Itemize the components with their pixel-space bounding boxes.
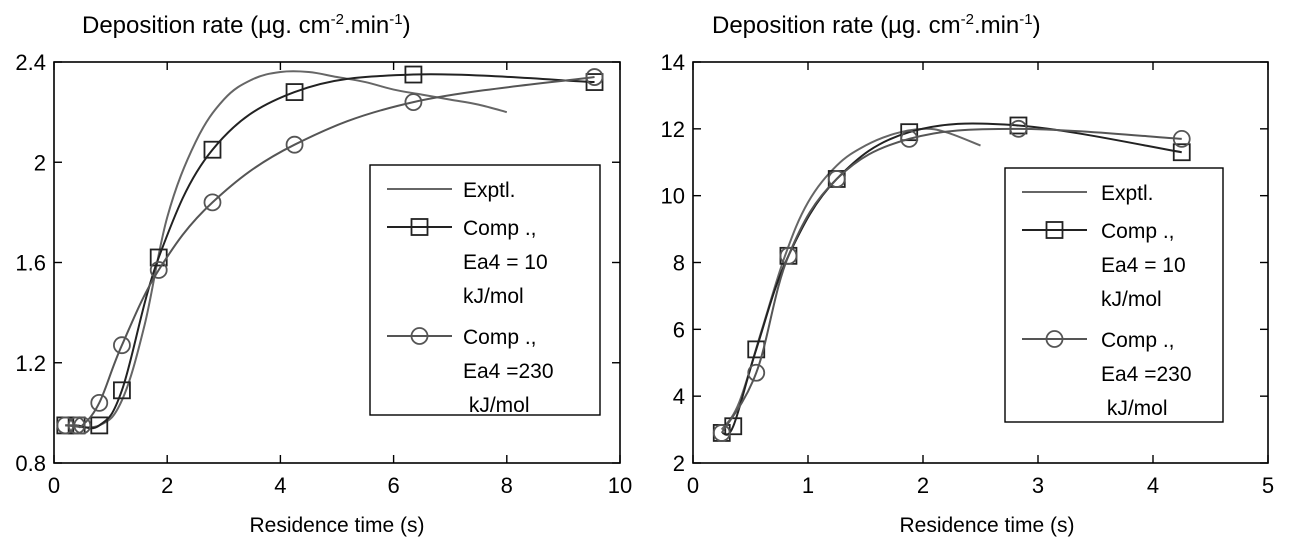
data-point-comp-ea4-230: [900, 129, 919, 148]
x-tick-label: 10: [608, 473, 632, 498]
data-point-comp-ea4-230: [90, 393, 109, 412]
data-point-comp-ea4-230: [1009, 119, 1028, 138]
series-line-comp-ea4-10: [65, 73, 595, 430]
data-point-comp-ea4-230: [67, 416, 86, 435]
chart-left-series: [56, 65, 604, 435]
data-point-comp-ea4-230: [827, 170, 846, 188]
y-tick-label: 2: [34, 150, 46, 175]
chart-right-legend: Exptl. Comp ., Ea4 = 10 kJ/mol Comp ., Ea4 =2…: [1004, 167, 1224, 423]
x-tick-label: 2: [161, 473, 173, 498]
series-line-exptl: [720, 127, 981, 431]
legend-marker-comp-ea4-230: [410, 327, 429, 345]
data-point-comp-ea4-230: [56, 416, 75, 435]
y-tick-label: 4: [673, 384, 685, 409]
series-line-comp-ea4-230: [65, 76, 595, 429]
data-point-comp-ea4-10: [113, 381, 131, 400]
x-tick-label: 4: [274, 473, 286, 498]
chart-right: Deposition rate (µg. cm-2.min-1) 0 1 2 3 4 52…: [661, 11, 1275, 537]
legend-label-comp-ea4-230: Comp ., Ea4 =230 kJ/mol: [1101, 329, 1192, 420]
data-point-comp-ea4-230: [285, 135, 304, 154]
y-tick-label: 14: [661, 50, 685, 75]
data-point-comp-ea4-230: [404, 93, 423, 111]
chart-left-title: Deposition rate (µg. cm-2.min-1): [82, 11, 411, 39]
legend-label-comp-ea4-230: Comp ., Ea4 =230 kJ/mol: [463, 326, 554, 417]
legend-label-exptl: Exptl.: [463, 179, 516, 202]
x-tick-label: 2: [917, 473, 929, 498]
data-point-comp-ea4-10: [404, 65, 423, 84]
chart-left-legend: Exptl. Comp ., Ea4 = 10 kJ/mol Comp ., Ea4 =2…: [369, 164, 601, 417]
data-point-comp-ea4-230: [747, 363, 766, 382]
data-point-comp-ea4-230: [779, 246, 798, 265]
data-point-comp-ea4-230: [73, 416, 92, 435]
data-point-comp-ea4-10: [285, 83, 304, 101]
data-point-comp-ea4-10: [900, 123, 919, 142]
x-tick-label: 5: [1262, 473, 1274, 498]
data-point-comp-ea4-10: [1172, 143, 1191, 162]
y-tick-label: 2.4: [15, 50, 46, 75]
chart-right-title: Deposition rate (µg. cm-2.min-1): [712, 11, 1041, 39]
y-tick-label: 8: [673, 251, 685, 276]
data-point-comp-ea4-10: [203, 140, 222, 159]
data-point-comp-ea4-230: [203, 193, 222, 212]
legend-marker-comp-ea4-10: [1045, 221, 1064, 239]
data-point-comp-ea4-10: [585, 73, 604, 91]
chart-left-ticks: 0 2 4 6 8 10 0.8 1.2 1.6 2 2.4: [15, 50, 632, 498]
legend-marker-comp-ea4-230: [1045, 330, 1064, 348]
legend-marker-comp-ea4-10: [410, 218, 429, 236]
chart-right-series: [712, 116, 1191, 442]
legend-label-comp-ea4-10: Comp ., Ea4 = 10 kJ/mol: [463, 217, 548, 308]
data-point-comp-ea4-230: [585, 68, 604, 86]
chart-right-x-axis-label: Residence time (s): [899, 514, 1074, 537]
y-tick-label: 6: [673, 317, 685, 342]
x-tick-label: 3: [1032, 473, 1044, 498]
x-tick-label: 0: [687, 473, 699, 498]
chart-left: Deposition rate (µg. cm-2.min-1) 0 2 4 6 8 10…: [15, 11, 632, 537]
data-point-comp-ea4-230: [149, 261, 168, 279]
data-point-comp-ea4-10: [90, 416, 109, 435]
y-tick-label: 10: [661, 184, 685, 209]
series-line-exptl: [65, 70, 508, 429]
x-tick-label: 0: [48, 473, 60, 498]
chart-left-legend-box: [369, 164, 601, 416]
x-tick-label: 1: [802, 473, 814, 498]
data-point-comp-ea4-230: [113, 336, 131, 355]
y-tick-label: 0.8: [15, 451, 46, 476]
legend-label-exptl: Exptl.: [1101, 182, 1154, 205]
data-point-comp-ea4-230: [712, 424, 731, 442]
x-tick-label: 4: [1147, 473, 1159, 498]
chart-left-x-axis-label: Residence time (s): [249, 514, 424, 537]
x-tick-label: 8: [501, 473, 513, 498]
chart-right-legend-box: [1004, 167, 1224, 423]
y-tick-label: 2: [673, 451, 685, 476]
y-tick-label: 1.2: [15, 351, 46, 376]
legend-label-comp-ea4-10: Comp ., Ea4 = 10 kJ/mol: [1101, 220, 1186, 311]
y-tick-label: 1.6: [15, 251, 46, 276]
x-tick-label: 6: [387, 473, 399, 498]
data-point-comp-ea4-230: [1172, 129, 1191, 148]
y-tick-label: 12: [661, 117, 685, 142]
